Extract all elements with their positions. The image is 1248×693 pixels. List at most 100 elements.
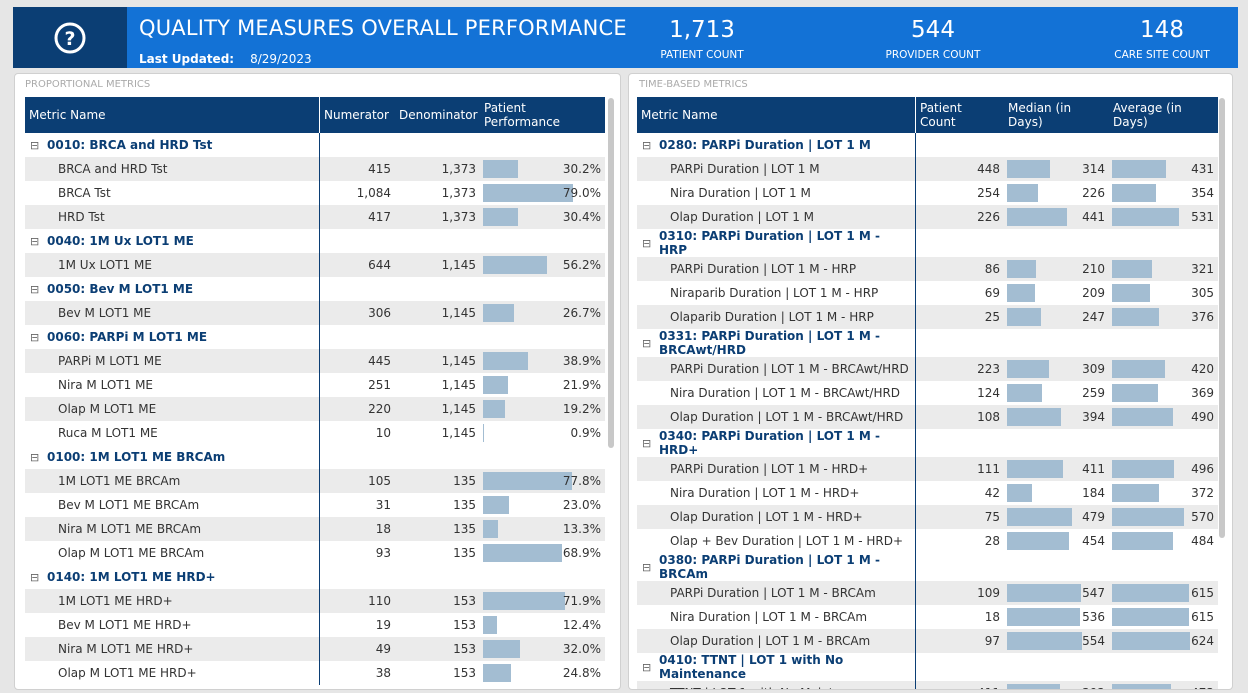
group-name: 0410: TTNT | LOT 1 with No Maintenance <box>637 653 916 681</box>
cell: 30.2% <box>480 157 605 181</box>
metric-name: 1M Ux LOT1 ME <box>25 253 320 277</box>
data-bar <box>483 352 528 370</box>
cell-value: 484 <box>1191 534 1214 548</box>
svg-text:?: ? <box>64 28 75 50</box>
group-row[interactable]: 0331: PARPi Duration | LOT 1 M - BRCAwt/… <box>637 329 1218 357</box>
group-name: 0331: PARPi Duration | LOT 1 M - BRCAwt/… <box>637 329 916 357</box>
group-row[interactable]: 0010: BRCA and HRD Tst <box>25 133 605 157</box>
data-bar <box>1112 208 1179 226</box>
cell-value: 354 <box>1191 186 1214 200</box>
cell-value: 28 <box>984 534 1000 548</box>
metric-name: Nira Duration | LOT 1 M - BRCAwt/HRD <box>637 381 916 405</box>
data-bar <box>483 160 518 178</box>
cell: 369 <box>1109 381 1218 405</box>
cell-value: 417 <box>368 210 391 224</box>
cell: 109 <box>916 581 1004 605</box>
group-name: 0380: PARPi Duration | LOT 1 M - BRCAm <box>637 553 916 581</box>
cell-value: 110 <box>368 594 391 608</box>
data-bar <box>483 256 548 274</box>
data-bar <box>1007 360 1049 378</box>
cell: 226 <box>916 205 1004 229</box>
group-row[interactable]: 0340: PARPi Duration | LOT 1 M - HRD+ <box>637 429 1218 457</box>
kpi-label: PROVIDER COUNT <box>885 49 981 61</box>
cell: 153 <box>395 613 480 637</box>
data-bar <box>1007 508 1073 526</box>
cell-value: 32.0% <box>562 642 601 656</box>
cell-value: 135 <box>453 474 476 488</box>
cell: 105 <box>320 469 395 493</box>
cell-value: 1,084 <box>356 186 391 200</box>
data-row: PARPi Duration | LOT 1 M 448 314 431 <box>637 157 1218 181</box>
group-row[interactable]: 0050: Bev M LOT1 ME <box>25 277 605 301</box>
data-bar <box>1007 408 1061 426</box>
data-bar <box>1112 360 1165 378</box>
cell-value: 153 <box>453 666 476 680</box>
data-bar <box>1007 608 1080 626</box>
cell: 220 <box>320 397 395 421</box>
data-row: Olap Duration | LOT 1 M 226 441 531 <box>637 205 1218 229</box>
group-row[interactable]: 0140: 1M LOT1 ME HRD+ <box>25 565 605 589</box>
cell-value: 259 <box>1082 386 1105 400</box>
cell: 0.9% <box>480 421 605 445</box>
cell: 431 <box>1109 157 1218 181</box>
data-bar <box>483 520 499 538</box>
cell-value: 153 <box>453 642 476 656</box>
cell: 153 <box>395 589 480 613</box>
empty-cell <box>1004 553 1109 581</box>
group-row[interactable]: 0310: PARPi Duration | LOT 1 M - HRP <box>637 229 1218 257</box>
data-bar <box>483 304 514 322</box>
cell: 38.9% <box>480 349 605 373</box>
cell: 23.0% <box>480 493 605 517</box>
data-row: Bev M LOT1 ME 306 1,145 26.7% <box>25 301 605 325</box>
cell-value: 124 <box>977 386 1000 400</box>
group-name: 0310: PARPi Duration | LOT 1 M - HRP <box>637 229 916 257</box>
group-row[interactable]: 0410: TTNT | LOT 1 with No Maintenance <box>637 653 1218 681</box>
cell: 1,145 <box>395 349 480 373</box>
cell-value: 12.4% <box>562 618 601 632</box>
cell: 10 <box>320 421 395 445</box>
metric-name: TTNT | LOT 1 with No Maintenance <box>637 681 916 689</box>
cell: 25 <box>916 305 1004 329</box>
cell: 26.7% <box>480 301 605 325</box>
empty-cell <box>1109 553 1218 581</box>
group-row[interactable]: 0280: PARPi Duration | LOT 1 M <box>637 133 1218 157</box>
group-row[interactable]: 0100: 1M LOT1 ME BRCAm <box>25 445 605 469</box>
metric-name: Bev M LOT1 ME <box>25 301 320 325</box>
metric-name: Niraparib Duration | LOT 1 M - HRP <box>637 281 916 305</box>
data-bar <box>1112 532 1173 550</box>
data-bar <box>483 472 573 490</box>
cell-value: 415 <box>368 162 391 176</box>
kpi-value: 544 <box>911 17 955 43</box>
group-name: 0100: 1M LOT1 ME BRCAm <box>25 445 320 469</box>
data-bar <box>483 592 566 610</box>
data-row: Olap M LOT1 ME HRD+ 38 153 24.8% <box>25 661 605 685</box>
cell-value: 19.2% <box>562 402 601 416</box>
cell-value: 109 <box>977 586 1000 600</box>
cell: 38 <box>320 661 395 685</box>
data-row: Nira M LOT1 ME BRCAm 18 135 13.3% <box>25 517 605 541</box>
time-panel: TIME-BASED METRICS Metric Name Patient Co… <box>628 73 1233 690</box>
cell-value: 69 <box>984 286 1000 300</box>
metric-name: Olap Duration | LOT 1 M - HRD+ <box>637 505 916 529</box>
scrollbar[interactable] <box>608 98 614 448</box>
data-row: HRD Tst 417 1,373 30.4% <box>25 205 605 229</box>
cell-value: 1,145 <box>441 402 476 416</box>
data-row: Nira M LOT1 ME 251 1,145 21.9% <box>25 373 605 397</box>
cell-value: 392 <box>1082 686 1105 689</box>
table: Metric Name Numerator Denominator Patient P… <box>25 97 605 689</box>
help-button[interactable]: ? <box>13 7 127 68</box>
data-bar <box>1007 460 1063 478</box>
cell-value: 226 <box>977 210 1000 224</box>
group-row[interactable]: 0060: PARPi M LOT1 ME <box>25 325 605 349</box>
cell: 184 <box>1004 481 1109 505</box>
group-row[interactable]: 0040: 1M Ux LOT1 ME <box>25 229 605 253</box>
cell-value: 644 <box>368 258 391 272</box>
metric-name: Nira M LOT1 ME BRCAm <box>25 517 320 541</box>
metric-name: Olap M LOT1 ME <box>25 397 320 421</box>
cell: 624 <box>1109 629 1218 653</box>
cell-value: 615 <box>1191 586 1214 600</box>
group-row[interactable]: 0380: PARPi Duration | LOT 1 M - BRCAm <box>637 553 1218 581</box>
cell: 247 <box>1004 305 1109 329</box>
scrollbar[interactable] <box>1219 98 1225 538</box>
cell: 479 <box>1004 505 1109 529</box>
